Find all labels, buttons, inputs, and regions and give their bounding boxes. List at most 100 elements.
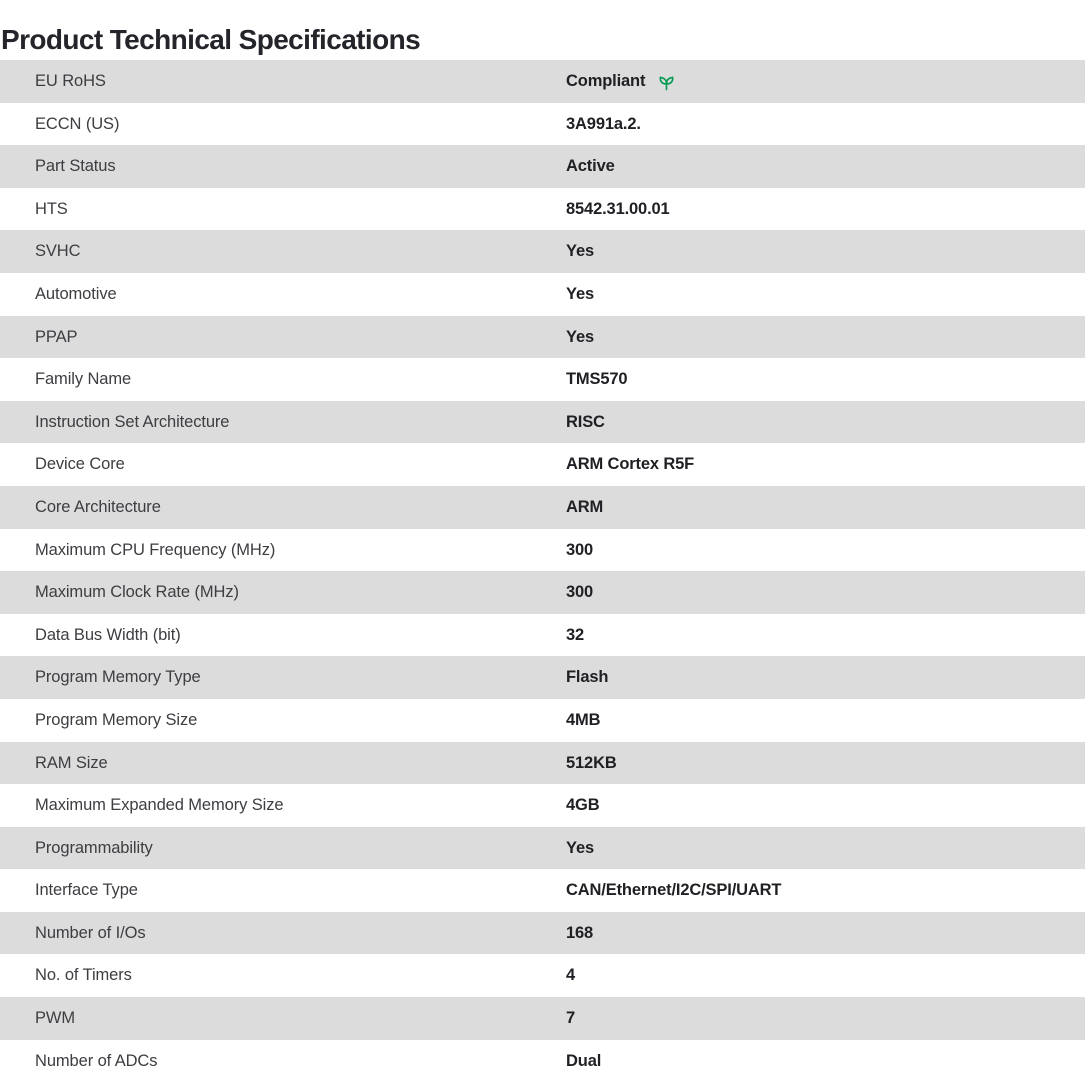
spec-value-cell: Yes <box>566 273 594 316</box>
spec-value-wrap: 300 <box>566 571 593 614</box>
spec-value: 32 <box>566 625 585 644</box>
spec-value-wrap: 512KB <box>566 742 617 785</box>
spec-value-wrap: 4 <box>566 954 575 997</box>
table-row: Number of I/Os 168 <box>0 911 1085 955</box>
spec-value-cell: Yes <box>566 316 594 359</box>
spec-label: Number of I/Os <box>35 923 146 942</box>
spec-value-wrap: Yes <box>566 827 594 870</box>
spec-value-cell: CAN/Ethernet/I2C/SPI/UART <box>566 869 782 912</box>
table-row: SVHC Yes <box>0 230 1085 273</box>
spec-value: Active <box>566 157 615 176</box>
spec-value-cell: 4MB <box>566 699 601 742</box>
table-row: Device Core ARM Cortex R5F <box>0 443 1085 486</box>
spec-value: 7 <box>566 1009 576 1028</box>
spec-value-wrap: Dual <box>566 1040 601 1082</box>
spec-label: Family Name <box>35 370 132 389</box>
spec-label: Program Memory Size <box>35 710 198 729</box>
spec-value: Flash <box>566 668 609 687</box>
spec-value-cell: ARM Cortex R5F <box>566 443 694 486</box>
spec-value-wrap: 300 <box>566 529 593 572</box>
table-row: Instruction Set Architecture RISC <box>0 400 1085 444</box>
spec-value-wrap: Active <box>566 145 615 188</box>
spec-label: Maximum CPU Frequency (MHz) <box>35 540 276 559</box>
table-row: Part Status Active <box>0 145 1085 188</box>
spec-label: SVHC <box>35 242 81 261</box>
spec-value-cell: 4 <box>566 954 575 997</box>
spec-value: 4 <box>566 966 576 985</box>
spec-value: Yes <box>566 838 594 857</box>
spec-label: No. of Timers <box>35 966 132 985</box>
table-row: Data Bus Width (bit) 32 <box>0 613 1085 657</box>
spec-value-wrap: ARM <box>566 486 603 529</box>
spec-value-wrap: 32 <box>566 614 584 657</box>
spec-value-cell: Yes <box>566 230 594 273</box>
table-row: Program Memory Type Flash <box>0 656 1085 699</box>
table-row: EU RoHS Compliant <box>0 60 1085 103</box>
spec-label: Data Bus Width (bit) <box>35 625 181 644</box>
table-row: Program Memory Size 4MB <box>0 698 1085 742</box>
spec-value-cell: TMS570 <box>566 358 628 401</box>
spec-value-wrap: Flash <box>566 656 609 699</box>
spec-label: Maximum Expanded Memory Size <box>35 796 284 815</box>
spec-label: Automotive <box>35 284 117 303</box>
spec-value-cell: Flash <box>566 656 609 699</box>
spec-value-cell: 168 <box>566 912 593 955</box>
spec-value-wrap: Yes <box>566 230 594 273</box>
table-row: HTS 8542.31.00.01 <box>0 187 1085 231</box>
spec-value: 4MB <box>566 710 601 729</box>
spec-value-cell: 32 <box>566 614 584 657</box>
table-row: ECCN (US) 3A991a.2. <box>0 102 1085 146</box>
spec-value-wrap: 7 <box>566 997 575 1040</box>
table-row: Programmability Yes <box>0 826 1085 870</box>
spec-value-cell: 300 <box>566 529 593 572</box>
spec-label: Part Status <box>35 157 116 176</box>
spec-label: RAM Size <box>35 753 108 772</box>
table-row: Maximum Clock Rate (MHz) 300 <box>0 571 1085 614</box>
spec-value-wrap: 8542.31.00.01 <box>566 188 670 231</box>
spec-value-cell: 8542.31.00.01 <box>566 188 670 231</box>
spec-label: Device Core <box>35 455 125 474</box>
spec-value-cell: 4GB <box>566 784 600 827</box>
table-row: Maximum CPU Frequency (MHz) 300 <box>0 528 1085 572</box>
table-row: RAM Size 512KB <box>0 741 1085 785</box>
spec-value-cell: Active <box>566 145 615 188</box>
spec-value-cell: Compliant <box>566 60 676 103</box>
specifications-table: EU RoHS Compliant ECCN (US) 3A991a.2. Part S… <box>0 60 1085 1082</box>
spec-value-wrap: 4MB <box>566 699 601 742</box>
spec-value-wrap: Yes <box>566 316 594 359</box>
table-row: No. of Timers 4 <box>0 954 1085 998</box>
spec-value-cell: 512KB <box>566 742 617 785</box>
spec-value-cell: 7 <box>566 997 575 1040</box>
spec-value: Yes <box>566 327 594 346</box>
spec-value: 300 <box>566 583 594 602</box>
table-row: PPAP Yes <box>0 315 1085 359</box>
spec-value: RISC <box>566 412 605 431</box>
spec-value-cell: 3A991a.2. <box>566 103 641 146</box>
spec-value-wrap: Compliant <box>566 60 676 103</box>
spec-label: Maximum Clock Rate (MHz) <box>35 583 239 602</box>
spec-value: Yes <box>566 242 594 261</box>
spec-label: EU RoHS <box>35 72 106 90</box>
leaf-icon <box>657 73 676 92</box>
spec-value-cell: 300 <box>566 571 593 614</box>
spec-value-wrap: 4GB <box>566 784 600 827</box>
spec-value-wrap: 3A991a.2. <box>566 103 641 146</box>
spec-value-wrap: RISC <box>566 401 605 444</box>
spec-value-cell: RISC <box>566 401 605 444</box>
spec-value-wrap: 168 <box>566 912 593 955</box>
spec-label: Programmability <box>35 838 153 857</box>
spec-value: CAN/Ethernet/I2C/SPI/UART <box>566 881 782 900</box>
spec-value: 4GB <box>566 796 600 815</box>
table-row: Maximum Expanded Memory Size 4GB <box>0 784 1085 827</box>
spec-value: 168 <box>566 923 594 942</box>
spec-value: Compliant <box>566 72 646 90</box>
spec-value: 3A991a.2. <box>566 114 641 133</box>
spec-value-wrap: Yes <box>566 273 594 316</box>
spec-value-wrap: CAN/Ethernet/I2C/SPI/UART <box>566 869 782 912</box>
spec-value: TMS570 <box>566 370 628 389</box>
spec-value: Yes <box>566 284 594 303</box>
page-title: Product Technical Specifications <box>1 23 421 55</box>
spec-value-cell: Yes <box>566 827 594 870</box>
spec-label: Instruction Set Architecture <box>35 412 230 431</box>
spec-label: PPAP <box>35 327 78 346</box>
